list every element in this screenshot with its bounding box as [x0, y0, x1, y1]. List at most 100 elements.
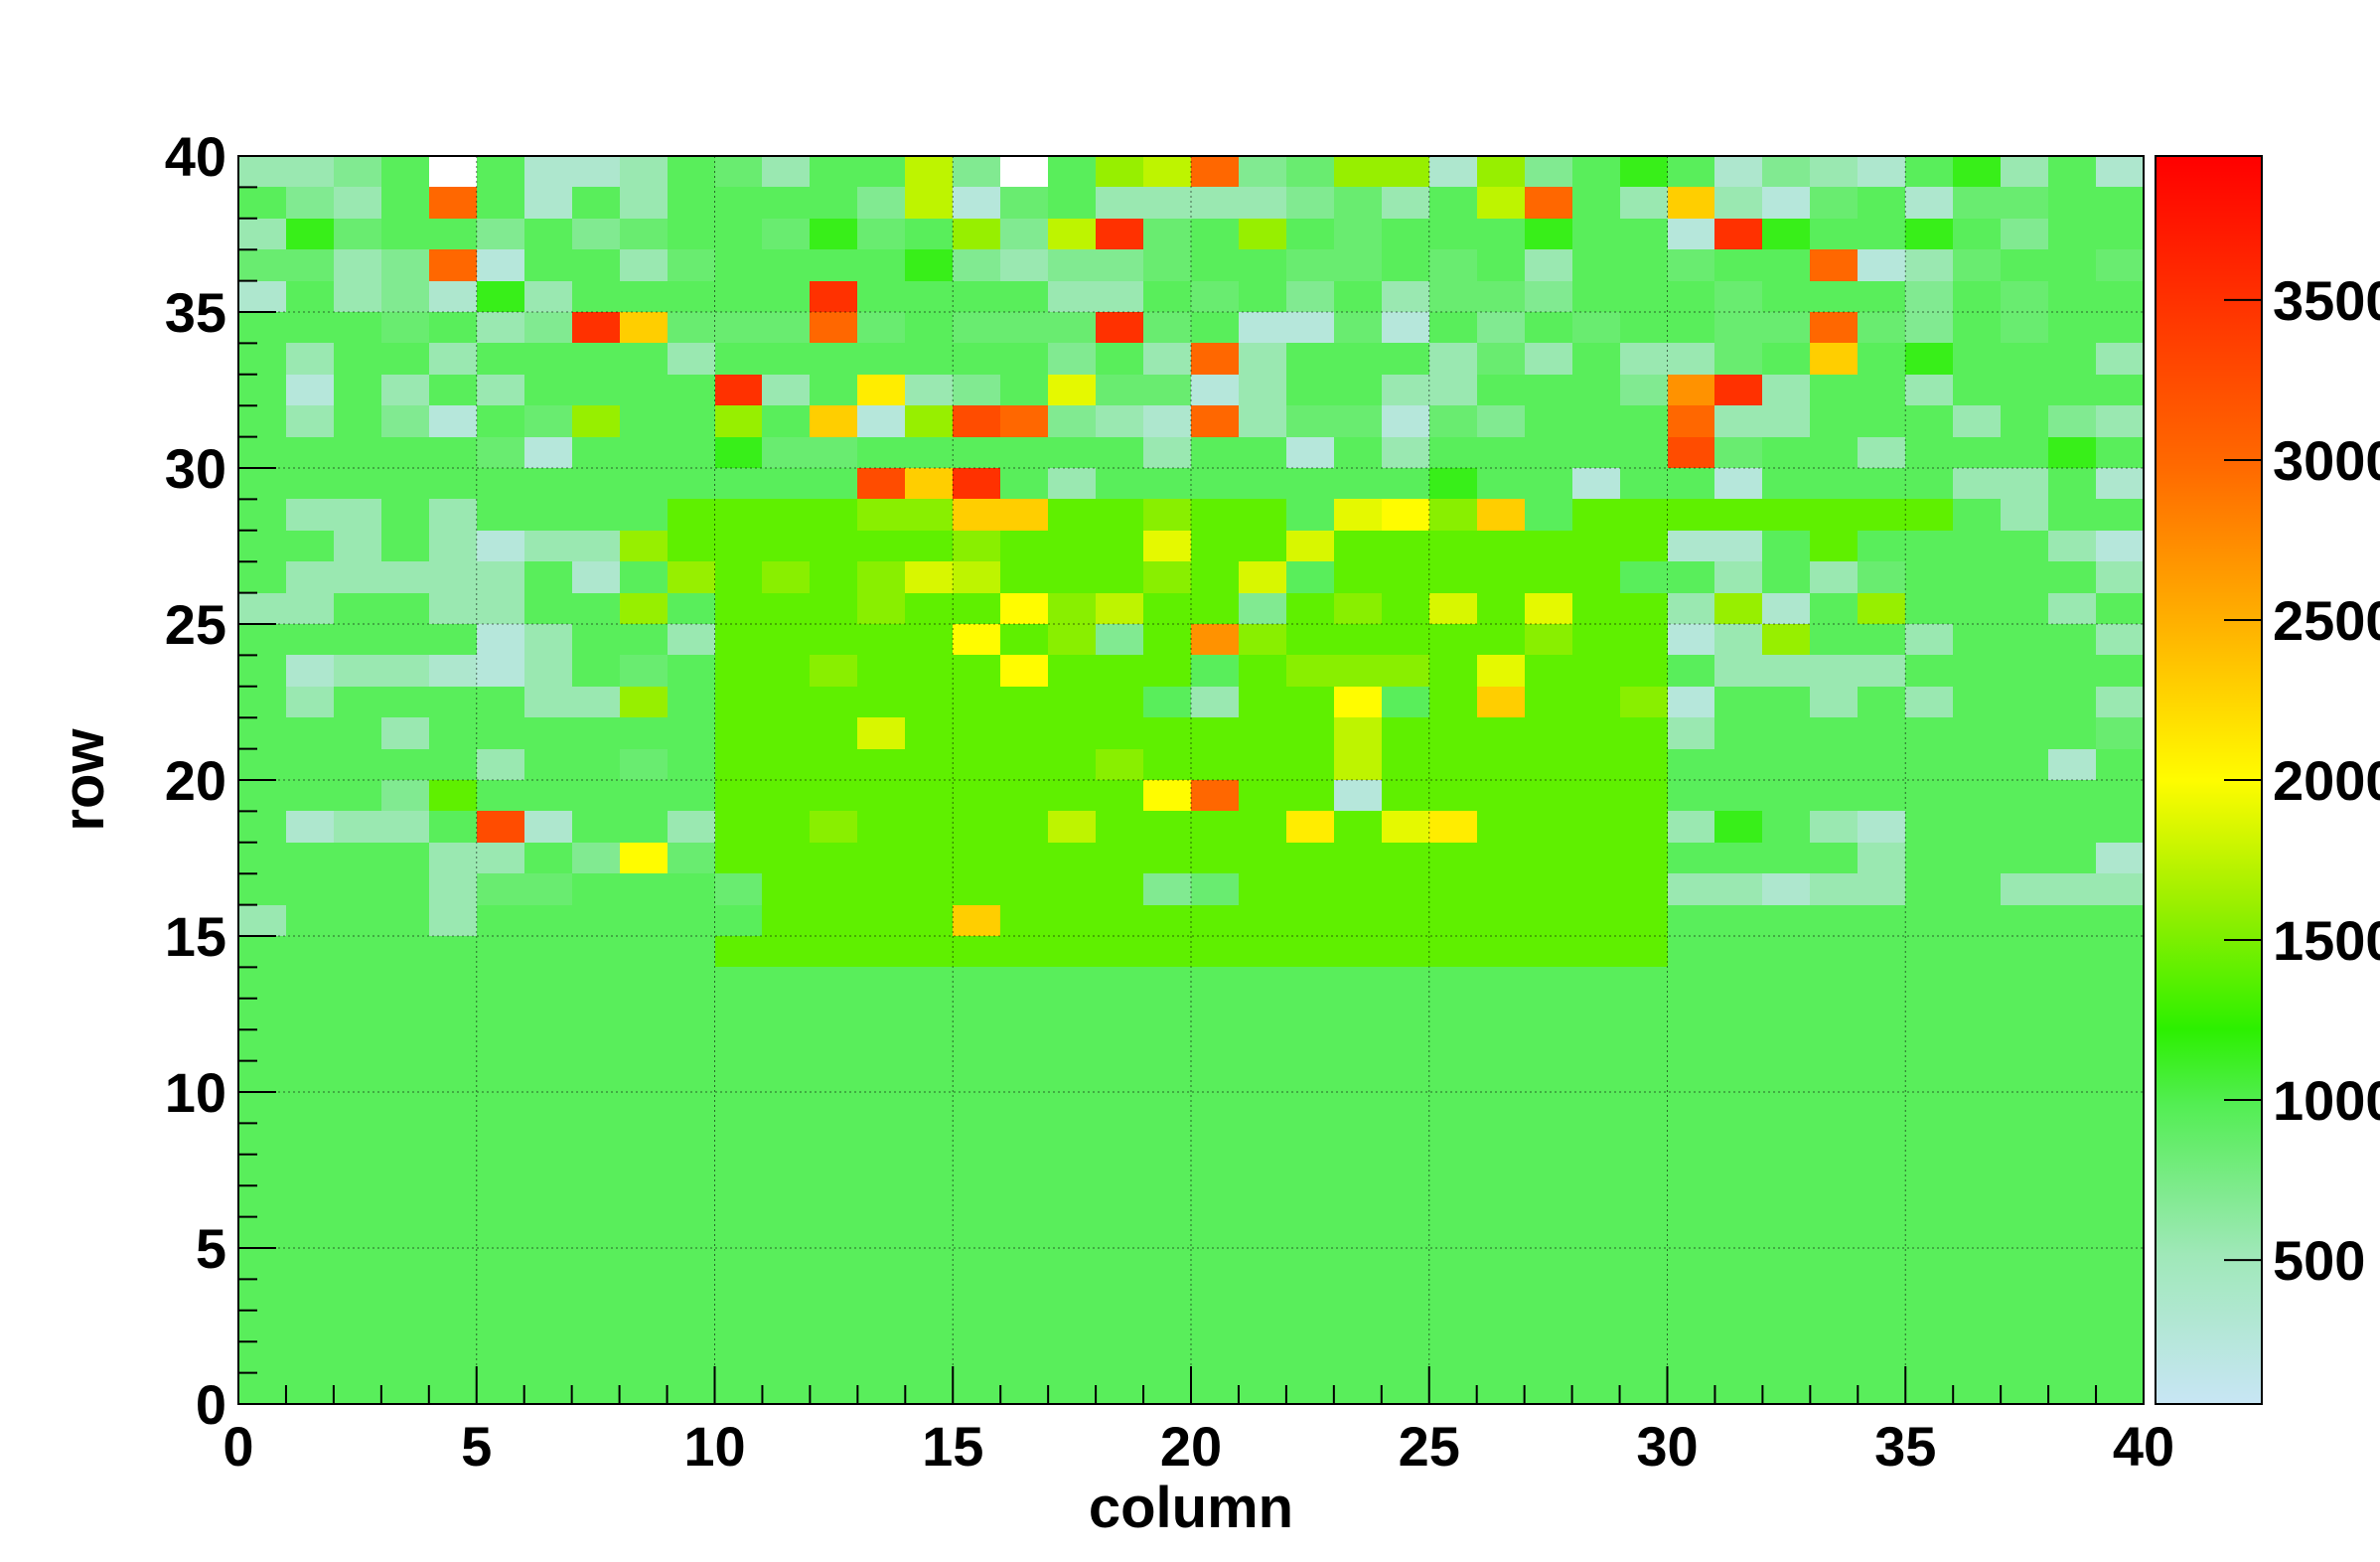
heatmap-cell — [1572, 624, 1620, 655]
heatmap-cell — [1191, 561, 1239, 593]
heatmap-cell — [1572, 967, 1620, 999]
heatmap-cell — [905, 312, 953, 343]
heatmap-cell — [1762, 499, 1810, 531]
heatmap-cell — [238, 749, 286, 780]
heatmap-cell — [429, 187, 477, 219]
heatmap-cell — [1191, 905, 1239, 936]
heatmap-cell — [524, 1123, 572, 1155]
heatmap-cell — [1572, 687, 1620, 717]
heatmap-cell — [1239, 1155, 1286, 1185]
heatmap-cell — [810, 249, 857, 281]
heatmap-cell — [1572, 249, 1620, 281]
heatmap-cell — [1810, 687, 1858, 717]
heatmap-cell — [238, 1341, 286, 1373]
heatmap-cell — [572, 468, 620, 499]
heatmap-cell — [381, 343, 429, 375]
heatmap-cell — [2096, 843, 2144, 873]
heatmap-cell — [2048, 655, 2096, 687]
heatmap-cell — [1762, 1155, 1810, 1185]
colorbar-tick-label: 1000 — [2273, 1069, 2380, 1132]
heatmap-cell — [238, 1029, 286, 1061]
heatmap-cell — [2096, 967, 2144, 999]
heatmap-cell — [1096, 1155, 1143, 1185]
heatmap-cell — [1334, 749, 1382, 780]
heatmap-cell — [1810, 468, 1858, 499]
heatmap-cell — [1000, 1185, 1048, 1217]
heatmap-cell — [1668, 811, 1714, 843]
heatmap-cell — [1810, 219, 1858, 249]
heatmap-cell — [334, 811, 381, 843]
heatmap-cell — [857, 499, 905, 531]
heatmap-cell — [715, 749, 762, 780]
heatmap-cell — [810, 437, 857, 468]
heatmap-cell — [715, 936, 762, 967]
heatmap-cell — [1000, 312, 1048, 343]
heatmap-cell — [2096, 873, 2144, 905]
heatmap-cell — [810, 375, 857, 405]
heatmap-cell — [1286, 249, 1334, 281]
heatmap-cell — [857, 249, 905, 281]
heatmap-cell — [1810, 1341, 1858, 1373]
heatmap-cell — [1668, 1341, 1714, 1373]
heatmap-cell — [238, 1092, 286, 1123]
heatmap-cell — [1953, 873, 2001, 905]
heatmap-cell — [810, 593, 857, 624]
heatmap-cell — [1048, 1217, 1096, 1248]
heatmap-cell — [905, 249, 953, 281]
heatmap-cell — [1143, 873, 1191, 905]
heatmap-cell — [572, 219, 620, 249]
heatmap-cell — [1905, 281, 1953, 312]
heatmap-cell — [1714, 1311, 1762, 1341]
heatmap-cell — [1191, 1217, 1239, 1248]
heatmap-cell — [668, 1248, 715, 1279]
colorbar-tick-label: 3000 — [2273, 429, 2380, 492]
heatmap-cell — [1286, 375, 1334, 405]
heatmap-cell — [1525, 219, 1572, 249]
heatmap-cell — [524, 531, 572, 561]
heatmap-cell — [810, 1029, 857, 1061]
heatmap-cell — [668, 655, 715, 687]
heatmap-cell — [238, 1217, 286, 1248]
heatmap-cell — [381, 843, 429, 873]
heatmap-cell — [1191, 843, 1239, 873]
heatmap-cell — [524, 281, 572, 312]
heatmap-cell — [1286, 1061, 1334, 1092]
heatmap-cell — [1668, 1279, 1714, 1311]
x-tick-label: 35 — [1874, 1415, 1936, 1478]
heatmap-cell — [905, 156, 953, 187]
heatmap-cell — [1143, 468, 1191, 499]
heatmap-cell — [1810, 717, 1858, 749]
heatmap-cell — [1905, 1248, 1953, 1279]
heatmap-cell — [1334, 811, 1382, 843]
heatmap-cell — [715, 1341, 762, 1373]
heatmap-cell — [1000, 655, 1048, 687]
heatmap-cell — [1286, 281, 1334, 312]
heatmap-cell — [1714, 219, 1762, 249]
heatmap-cell — [238, 1185, 286, 1217]
heatmap-cell — [2048, 1123, 2096, 1155]
heatmap-cell — [1762, 873, 1810, 905]
y-tick-label: 15 — [165, 905, 226, 968]
heatmap-cell — [1000, 1061, 1048, 1092]
heatmap-cell — [1000, 780, 1048, 811]
heatmap-cell — [1096, 437, 1143, 468]
heatmap-cell — [1905, 1092, 1953, 1123]
heatmap-cell — [715, 343, 762, 375]
heatmap-cell — [1000, 873, 1048, 905]
heatmap-cell — [1239, 1341, 1286, 1373]
heatmap-cell — [1096, 375, 1143, 405]
heatmap-cell — [2001, 843, 2048, 873]
heatmap-cell — [1858, 687, 1905, 717]
heatmap-cell — [2048, 219, 2096, 249]
heatmap-cell — [1000, 811, 1048, 843]
heatmap-cell — [1477, 999, 1525, 1029]
heatmap-cell — [1096, 1311, 1143, 1341]
heatmap-cell — [905, 1155, 953, 1185]
heatmap-cell — [1477, 811, 1525, 843]
heatmap-cell — [1382, 468, 1429, 499]
heatmap-cell — [2001, 1123, 2048, 1155]
heatmap-cell — [1620, 281, 1668, 312]
heatmap-cell — [1714, 437, 1762, 468]
heatmap-cell — [1143, 312, 1191, 343]
heatmap-cell — [668, 936, 715, 967]
